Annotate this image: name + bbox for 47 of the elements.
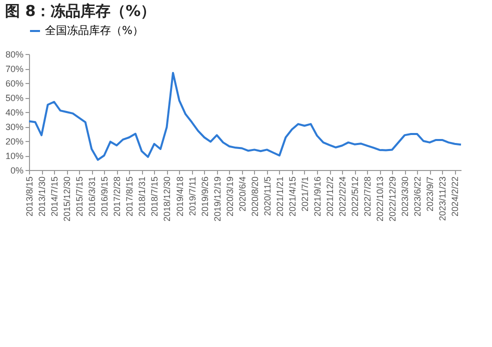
x-tick-label: 2023/3/30 bbox=[400, 176, 410, 217]
x-tick-label: 2020/6/4 bbox=[237, 176, 248, 212]
y-tick-label: 10% bbox=[5, 151, 24, 161]
x-tick-label: 2021/12/2 bbox=[325, 176, 336, 217]
x-tick-label: 2021/4/15 bbox=[287, 176, 298, 217]
y-tick-label: 30% bbox=[5, 122, 24, 132]
x-tick-label: 2024/2/22 bbox=[450, 176, 460, 217]
x-tick-label: 2019/12/19 bbox=[212, 176, 222, 222]
x-tick-label: 2022/7/28 bbox=[362, 176, 373, 217]
line-series bbox=[28, 72, 462, 161]
x-tick-label: 2019/4/18 bbox=[174, 176, 185, 217]
x-tick-label: 2021/7/1 bbox=[300, 176, 310, 212]
x-tick-label: 2018/12/30 bbox=[162, 176, 172, 222]
x-tick-label: 2023/9/7 bbox=[425, 176, 436, 212]
y-tick-label: 40% bbox=[5, 108, 24, 118]
x-tick-label: 2022/2/24 bbox=[338, 176, 348, 217]
legend-label: 全国冻品库存（%） bbox=[45, 24, 144, 37]
x-tick-label: 2023/6/22 bbox=[412, 176, 423, 217]
x-tick-label: 2016/3/31 bbox=[87, 176, 98, 217]
y-tick-label: 20% bbox=[5, 136, 24, 146]
x-tick-label: 2021/9/16 bbox=[312, 176, 322, 217]
x-tick-label: 2017/2/28 bbox=[112, 176, 122, 217]
x-tick-label: 2022/5/12 bbox=[350, 176, 360, 217]
x-tick-label: 2020/3/19 bbox=[224, 176, 235, 217]
y-tick-label: 80% bbox=[5, 50, 24, 60]
y-tick-label: 60% bbox=[5, 78, 24, 88]
x-tick-label: 2019/9/26 bbox=[200, 176, 210, 217]
x-tick-label: 2017/8/15 bbox=[124, 176, 135, 217]
chart-title: 图 8：冻品库存（%） bbox=[4, 2, 156, 20]
x-tick-label: 2013/8/15 bbox=[24, 176, 34, 217]
x-tick-label: 2015/12/30 bbox=[62, 176, 72, 222]
x-tick-label: 2022/12/29 bbox=[388, 176, 398, 222]
y-tick-label: 0% bbox=[10, 166, 24, 176]
x-tick-label: 2013/1/30 bbox=[37, 176, 48, 217]
x-tick-label: 2023/11/23 bbox=[438, 176, 448, 221]
x-tick-label: 2019/7/11 bbox=[187, 176, 198, 216]
x-tick-label: 2021/1/21 bbox=[274, 176, 285, 217]
x-tick-label: 2018/1/31 bbox=[137, 176, 148, 217]
x-tick-label: 2022/10/13 bbox=[375, 176, 386, 222]
x-tick-label: 2020/8/20 bbox=[250, 176, 260, 217]
x-tick-label: 2014/7/15 bbox=[50, 176, 60, 217]
y-tick-label: 70% bbox=[5, 64, 24, 74]
x-tick-label: 2016/9/15 bbox=[100, 176, 110, 217]
x-tick-label: 2015/7/15 bbox=[74, 176, 85, 217]
y-tick-label: 50% bbox=[5, 93, 24, 103]
x-tick-label: 2018/7/15 bbox=[150, 176, 160, 217]
x-tick-label: 2020/11/5 bbox=[262, 176, 272, 216]
